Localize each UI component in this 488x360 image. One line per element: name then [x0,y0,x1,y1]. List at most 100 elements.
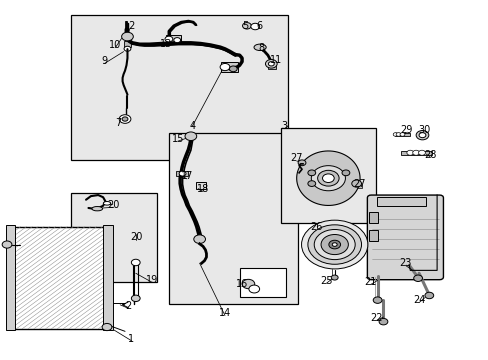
Circle shape [330,275,337,280]
Bar [394,133,409,136]
FancyBboxPatch shape [366,195,443,280]
Text: 1: 1 [128,333,134,343]
Text: 13: 13 [160,39,172,49]
Text: 24: 24 [412,295,425,305]
Bar [221,62,238,72]
Text: 11: 11 [269,54,282,64]
Text: 8: 8 [258,43,264,53]
Bar [103,225,113,330]
Bar [267,64,275,69]
Text: 3: 3 [281,121,287,131]
Circle shape [265,59,277,68]
Circle shape [301,220,367,269]
Circle shape [179,171,185,176]
Text: 23: 23 [398,258,411,268]
Circle shape [399,133,404,136]
Text: 19: 19 [145,275,158,285]
Circle shape [392,133,397,136]
Bar [176,171,188,176]
Text: 29: 29 [399,125,412,135]
Text: 26: 26 [310,222,322,232]
Bar [5,225,15,330]
Circle shape [341,170,349,176]
Bar [368,212,377,223]
Circle shape [242,23,251,29]
Text: 2: 2 [125,301,131,311]
Circle shape [119,115,131,123]
Ellipse shape [92,207,102,211]
Circle shape [424,292,433,299]
Text: 21: 21 [364,277,376,287]
Circle shape [164,36,172,42]
Circle shape [2,241,12,248]
Bar [6,226,111,329]
Circle shape [418,150,425,155]
Circle shape [242,279,254,289]
Text: 22: 22 [369,313,382,323]
Circle shape [418,133,425,138]
Ellipse shape [103,202,110,205]
Circle shape [413,275,422,282]
Bar [368,230,377,241]
Circle shape [372,297,381,303]
Text: 27: 27 [352,179,365,189]
Text: 12: 12 [123,21,136,31]
Bar [281,128,375,223]
Text: 9: 9 [102,56,107,66]
Text: 20: 20 [107,200,120,210]
Circle shape [229,66,237,72]
Text: 20: 20 [130,232,142,242]
Circle shape [122,32,133,41]
Bar [166,35,181,44]
Text: 16: 16 [235,279,248,289]
Text: 17: 17 [181,171,193,181]
Bar [71,15,288,160]
Polygon shape [296,151,359,206]
Circle shape [131,259,140,266]
Circle shape [102,323,112,330]
Bar [351,185,361,188]
Text: 30: 30 [417,125,429,135]
Circle shape [317,170,338,186]
Circle shape [250,23,259,30]
Circle shape [412,150,419,155]
Circle shape [314,229,354,260]
Circle shape [328,240,340,249]
Bar [376,197,425,206]
Text: 18: 18 [197,184,209,194]
Text: 10: 10 [109,40,121,50]
Bar [124,41,131,47]
Circle shape [395,133,400,136]
Text: 6: 6 [256,21,262,31]
Circle shape [298,160,305,166]
Circle shape [378,319,387,325]
Text: 5: 5 [242,21,248,31]
Ellipse shape [253,44,265,50]
Circle shape [184,132,196,140]
Circle shape [406,150,413,155]
Circle shape [321,234,347,255]
Bar [71,193,157,282]
Text: 25: 25 [320,276,332,286]
Bar [400,150,431,155]
Circle shape [322,174,333,183]
Circle shape [351,180,361,187]
Text: 27: 27 [290,153,302,163]
Circle shape [307,181,315,186]
Circle shape [248,285,259,293]
Circle shape [220,63,229,71]
Circle shape [124,46,131,51]
Bar [195,182,206,189]
Circle shape [173,38,180,42]
Circle shape [193,235,205,243]
Circle shape [415,131,428,140]
Circle shape [122,117,128,121]
Circle shape [307,225,361,264]
Text: 7: 7 [115,118,122,128]
Bar [239,268,285,297]
Text: 14: 14 [219,309,231,318]
Circle shape [268,62,274,66]
Text: 15: 15 [171,134,183,144]
Circle shape [131,295,140,302]
Text: 4: 4 [189,121,195,131]
